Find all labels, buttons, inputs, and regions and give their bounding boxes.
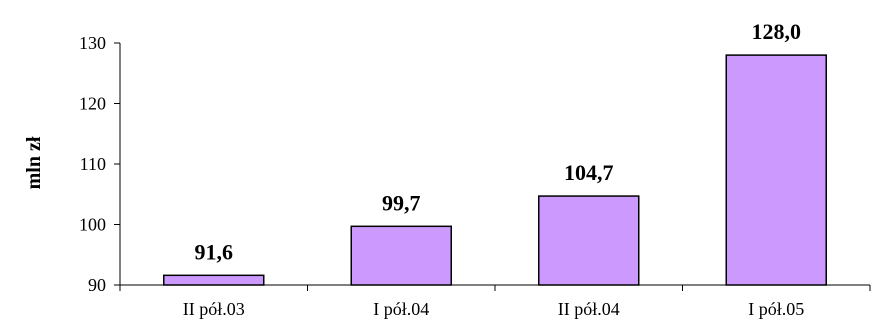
- bar-1: [163, 274, 265, 286]
- x-tick-label: II pół.03: [183, 299, 245, 319]
- bar-2: [350, 225, 452, 286]
- y-tick-label: 110: [80, 154, 106, 174]
- x-tick-label: II pół.04: [558, 299, 620, 319]
- bar-3: [538, 195, 640, 286]
- data-label: 99,7: [382, 190, 421, 215]
- x-tick-label: I pół.05: [748, 299, 804, 319]
- y-axis: 90 100 110 120 130: [79, 33, 121, 295]
- bars: [163, 54, 827, 286]
- data-labels: 91,6 99,7 104,7 128,0: [195, 19, 802, 264]
- y-axis-label: mln zł: [23, 136, 45, 189]
- bar-4: [725, 54, 827, 286]
- y-tick-label: 130: [79, 33, 106, 53]
- x-axis: II pół.03 I pół.04 II pół.04 I pół.05: [119, 284, 871, 319]
- y-tick-label: 90: [88, 275, 106, 295]
- y-tick-label: 120: [79, 94, 106, 114]
- data-label: 104,7: [564, 160, 614, 185]
- x-tick-label: I pół.04: [373, 299, 429, 319]
- data-label: 128,0: [752, 19, 802, 44]
- y-tick-label: 100: [79, 215, 106, 235]
- data-label: 91,6: [195, 239, 234, 264]
